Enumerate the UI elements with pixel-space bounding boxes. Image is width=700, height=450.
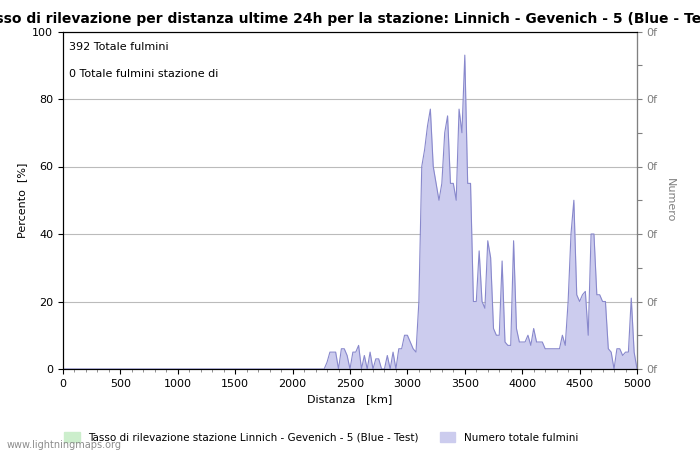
Text: 392 Totale fulmini: 392 Totale fulmini xyxy=(69,42,169,52)
Title: Tasso di rilevazione per distanza ultime 24h per la stazione: Linnich - Gevenich: Tasso di rilevazione per distanza ultime… xyxy=(0,12,700,26)
Y-axis label: Numero: Numero xyxy=(664,178,674,222)
Legend: Tasso di rilevazione stazione Linnich - Gevenich - 5 (Blue - Test), Numero total: Tasso di rilevazione stazione Linnich - … xyxy=(60,428,582,447)
Text: 0 Totale fulmini stazione di: 0 Totale fulmini stazione di xyxy=(69,68,218,79)
Y-axis label: Percento  [%]: Percento [%] xyxy=(17,162,27,238)
Text: www.lightningmaps.org: www.lightningmaps.org xyxy=(7,440,122,450)
X-axis label: Distanza   [km]: Distanza [km] xyxy=(307,394,393,404)
